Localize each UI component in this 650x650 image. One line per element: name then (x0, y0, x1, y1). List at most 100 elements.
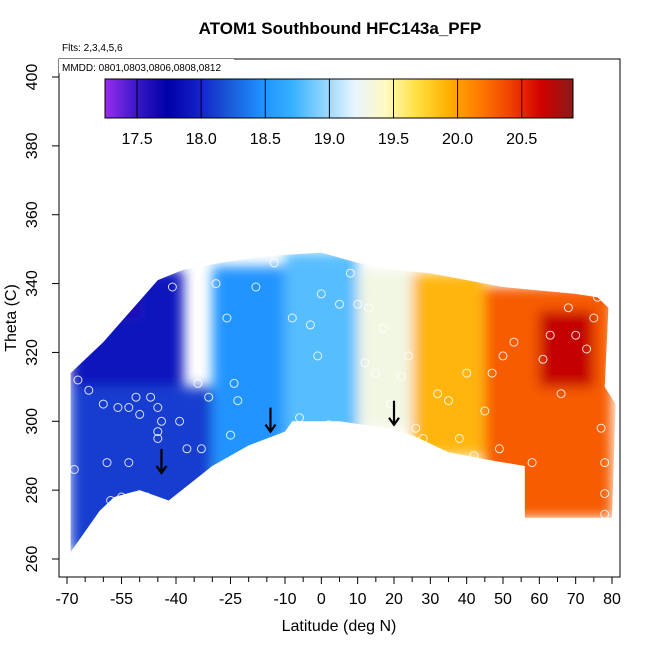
sample-point (69, 465, 79, 474)
heatmap-clip-group (70, 252, 612, 553)
y-tick-label: 260 (24, 546, 41, 573)
y-tick-label: 400 (24, 64, 41, 91)
sample-point (527, 458, 537, 468)
sample-point (563, 303, 573, 313)
dates-note-box (59, 59, 234, 73)
heatmap-field (70, 252, 612, 553)
sample-point (287, 313, 297, 323)
colorbar-tick-label: 20.0 (442, 131, 473, 148)
colorbar-tick-label: 19.0 (314, 131, 345, 148)
x-tick-label: -70 (55, 591, 78, 608)
sample-point (316, 289, 326, 299)
sample-point (113, 403, 123, 412)
arrow-head (155, 465, 168, 475)
flights-note: Flts: 2,3,4,5,6 (62, 43, 123, 54)
sample-points (69, 258, 610, 519)
heatmap-cell (70, 386, 213, 553)
sample-point (106, 496, 116, 505)
heatmap-cell (285, 252, 358, 439)
sample-point (135, 409, 145, 419)
sample-point (146, 392, 156, 402)
sample-point (404, 351, 413, 361)
sample-point (117, 492, 126, 502)
sample-point (494, 444, 504, 454)
sample-point (324, 420, 334, 430)
y-tick-label: 360 (24, 201, 41, 228)
chart-title: ATOM1 Southbound HFC143a_PFP (199, 19, 482, 38)
sample-point (204, 392, 214, 402)
colorbar-tick-label: 20.5 (506, 131, 537, 148)
sample-point (600, 458, 610, 468)
x-tick-label: 70 (567, 591, 585, 608)
sample-point (353, 299, 363, 309)
x-tick-label: 40 (458, 591, 476, 608)
arrow-head (264, 423, 277, 434)
sample-point (600, 509, 610, 519)
dates-note: MMDD: 0801,0803,0806,0808,0812 (62, 63, 221, 74)
sample-point (193, 378, 203, 388)
down-arrow (155, 448, 168, 475)
sample-point (269, 258, 279, 268)
sample-point (295, 413, 304, 423)
down-arrow (388, 400, 400, 427)
sample-point (73, 375, 83, 385)
x-tick-label: 60 (530, 591, 548, 608)
colorbar-tick-label: 18.5 (250, 131, 281, 148)
sample-point (98, 399, 108, 409)
sample-point (142, 492, 152, 502)
y-tick-label: 320 (24, 339, 41, 366)
sample-point (251, 282, 261, 292)
colorbar-tick-label: 18.0 (186, 131, 217, 148)
down-arrow (264, 407, 277, 434)
sample-point (589, 313, 599, 323)
sample-point (196, 444, 206, 454)
sample-point (157, 416, 166, 426)
heatmap-cell (412, 273, 485, 456)
sample-point (305, 320, 315, 330)
x-tick-label: 10 (349, 591, 367, 608)
sample-point (229, 378, 239, 388)
y-tick-label: 340 (24, 270, 41, 297)
heatmap-cell (212, 266, 285, 473)
sample-point (335, 299, 344, 309)
sample-point (538, 354, 548, 364)
sample-point (600, 489, 610, 499)
sample-point (444, 396, 453, 406)
sample-point (124, 458, 134, 468)
sample-point (226, 430, 235, 440)
sample-point (509, 337, 519, 347)
arrow-markers (155, 400, 400, 475)
sample-point (364, 303, 374, 313)
sample-point (131, 392, 141, 402)
sample-point (313, 351, 323, 361)
sample-point (233, 396, 243, 406)
sample-point (360, 358, 370, 368)
sample-point (582, 344, 592, 354)
x-tick-label: 20 (385, 591, 403, 608)
sample-point (222, 313, 232, 323)
y-axis-label: Theta (C) (3, 284, 20, 352)
sample-point (596, 423, 606, 433)
sample-point (153, 403, 163, 412)
sample-point (545, 330, 555, 340)
sample-point (593, 292, 602, 302)
sample-point (153, 434, 163, 443)
heatmap-cell (92, 269, 140, 318)
colorbar-tick-label: 19.5 (378, 131, 409, 148)
y-tick-label: 300 (24, 408, 41, 435)
x-tick-label: 50 (494, 591, 512, 608)
colorbar-tick-label: 17.5 (121, 131, 152, 148)
sample-point (411, 423, 421, 433)
sample-point (84, 385, 94, 395)
sample-point (371, 368, 381, 378)
x-tick-label: 30 (421, 591, 439, 608)
x-tick-label: -25 (219, 591, 242, 608)
sample-point (167, 282, 177, 292)
sample-point (487, 368, 497, 378)
sample-point (498, 351, 508, 361)
sample-point (102, 458, 112, 468)
colorbar-ramp (104, 78, 574, 119)
x-axis: -70 -55 -40 -25 -10 0 10 20 30 40 50 60 70 80 (55, 576, 621, 608)
y-tick-label: 280 (24, 477, 41, 504)
